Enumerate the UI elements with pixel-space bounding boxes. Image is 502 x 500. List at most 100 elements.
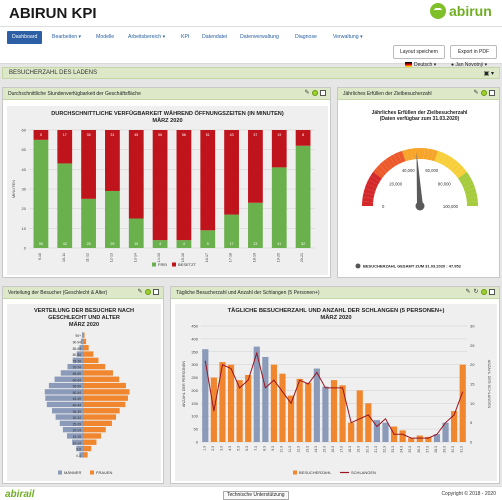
copyright: Copyright © 2018 - 2020	[441, 491, 496, 497]
gauge-band	[430, 149, 438, 162]
status-dot-icon[interactable]	[481, 289, 487, 295]
bar-female	[83, 433, 102, 439]
edit-icon[interactable]: ✎	[137, 289, 143, 295]
y2-tick-label: 5	[470, 420, 473, 425]
age-label: 50-54	[73, 391, 82, 395]
bar-male	[55, 414, 83, 420]
section-controls[interactable]: ▣ ▾	[484, 70, 494, 77]
bar-besetzt	[81, 130, 96, 199]
gauge-hub	[415, 201, 425, 211]
x-tick-label: 8.3	[262, 446, 266, 451]
save-layout-button[interactable]: Layout speichern	[393, 45, 445, 59]
nav-item-1[interactable]: Bearbeiten ▾	[52, 34, 82, 40]
gauge-band	[455, 168, 467, 179]
data-label-besetzt: 17	[63, 133, 67, 137]
gauge-band	[423, 148, 430, 160]
age-label: 85-89	[73, 347, 82, 351]
gauge-subtitle: (Daten verfügbar zum 31.03.2020)	[379, 116, 460, 122]
bar-besetzt	[105, 130, 120, 191]
bar-male	[76, 445, 83, 452]
gauge-title: Jährliches Erfüllen der Zielbesucherzahl	[371, 110, 468, 116]
data-label-besetzt: 35	[87, 133, 91, 137]
x-tick-label: 9-10	[38, 253, 42, 260]
edit-icon[interactable]: ✎	[465, 289, 471, 295]
bar-visitors	[382, 422, 389, 442]
edit-icon[interactable]: ✎	[473, 90, 479, 96]
image-icon[interactable]	[489, 90, 495, 96]
chevron-down-icon[interactable]: ▾	[490, 71, 494, 77]
image-icon[interactable]	[320, 90, 326, 96]
bar-frei	[81, 198, 96, 248]
nav-item-2[interactable]: Modelle	[96, 34, 115, 40]
support-button[interactable]: Technische Unterstützung	[223, 491, 289, 500]
gauge-band	[458, 171, 470, 182]
image-icon[interactable]	[153, 289, 159, 295]
gauge-band	[434, 150, 443, 163]
chart-subtitle: MÄRZ 2020	[152, 118, 183, 124]
bar-besetzt	[33, 130, 49, 140]
status-dot-icon[interactable]	[145, 289, 151, 295]
gauge-band	[362, 196, 374, 203]
gauge-band	[363, 188, 376, 196]
queue-line	[204, 351, 464, 439]
legend-swatch-visitors	[293, 470, 297, 475]
x-tick-label: 18-19	[252, 253, 256, 262]
footer-logo[interactable]: abirail	[5, 489, 35, 500]
panel-header: Jährliches Erfüllen der Zielbesucherzahl…	[338, 88, 499, 100]
data-label-frei: 4	[183, 242, 185, 246]
x-tick-label: 28.3	[434, 446, 438, 453]
x-tick-label: 15.3	[322, 446, 326, 453]
nav-item-7[interactable]: Diagnose	[295, 34, 317, 40]
bar-besetzt	[224, 130, 239, 215]
y-tick-label: 30	[22, 187, 27, 192]
nav-item-6[interactable]: Datenverwaltung	[240, 34, 279, 40]
nav-item-4[interactable]: KPI	[181, 34, 190, 40]
refresh-icon[interactable]: ↻	[473, 289, 479, 295]
language-label: Deutsch ▾	[414, 62, 437, 68]
gauge-band	[444, 156, 455, 168]
bar-visitors	[399, 430, 406, 442]
pyramid-title-line1: VERTEILUNG DER BESUCHER NACH	[33, 308, 135, 314]
user-icon: ●	[451, 62, 455, 68]
bar-besetzt	[57, 130, 73, 164]
user-menu[interactable]: ● Jan Novotný ▾	[451, 60, 487, 70]
y-tick-label: 250	[191, 375, 198, 380]
x-tick-label: 16-17	[205, 253, 209, 262]
x-tick-label: 1.3	[202, 446, 206, 451]
gauge-band	[362, 192, 375, 199]
nav-item-8[interactable]: Verwaltung ▾	[333, 34, 363, 40]
bar-besetzt	[271, 130, 287, 168]
nav-item-3[interactable]: Arbeitsbereich ▾	[128, 34, 166, 40]
language-selector[interactable]: Deutsch ▾	[405, 60, 436, 70]
german-flag-icon	[405, 62, 412, 68]
bar-female	[83, 445, 92, 452]
bar-frei	[200, 230, 216, 248]
bar-visitors	[227, 364, 235, 442]
x-tick-label: 12.3	[297, 446, 301, 453]
bar-visitors	[322, 386, 329, 442]
brand-logo[interactable]: abirun	[430, 3, 492, 19]
y-tick-label: 0	[196, 440, 199, 445]
daily-chart: TÄGLICHE BESUCHERZAHL UND ANZAHL DER SCH…	[175, 304, 497, 481]
y-tick-label: 50	[22, 147, 27, 152]
status-dot-icon[interactable]	[312, 90, 318, 96]
image-icon[interactable]: ▣	[483, 71, 490, 77]
x-tick-label: 21.3	[374, 446, 378, 453]
bar-frei	[152, 240, 168, 248]
x-tick-label: 5.3	[237, 446, 241, 451]
footer: abirail Technische Unterstützung Copyrig…	[0, 486, 502, 500]
nav-item-0[interactable]: Dashboard	[7, 31, 43, 44]
export-pdf-button[interactable]: Export in PDF	[450, 45, 497, 59]
x-tick-label: 22.3	[382, 446, 386, 453]
nav-item-5[interactable]: Datendatei	[202, 34, 228, 40]
image-icon[interactable]	[489, 289, 495, 295]
gauge-band	[402, 149, 410, 162]
y-axis-label: ANZAHL DER PERSONEN	[182, 361, 186, 408]
y2-tick-label: 25	[470, 343, 475, 348]
status-dot-icon[interactable]	[481, 90, 487, 96]
edit-icon[interactable]: ✎	[304, 90, 310, 96]
data-label-frei: 52	[301, 242, 305, 246]
bar-female	[83, 408, 120, 414]
y2-tick-label: 10	[470, 401, 475, 406]
data-label-besetzt: 51	[206, 133, 210, 137]
